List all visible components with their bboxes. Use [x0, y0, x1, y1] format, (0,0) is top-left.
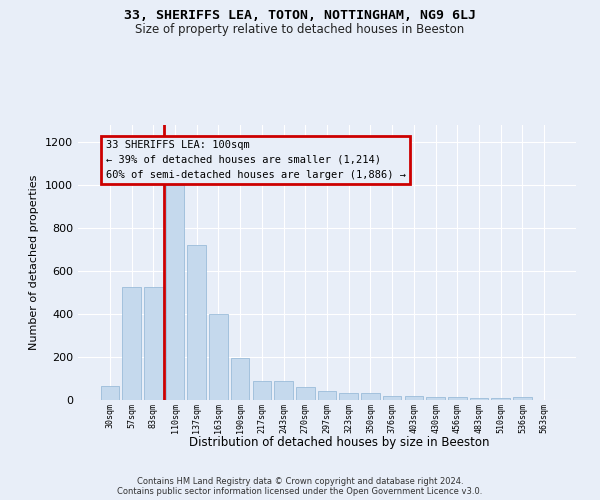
Bar	[448, 397, 467, 400]
Bar	[231, 358, 250, 400]
Bar	[296, 387, 314, 400]
Bar	[404, 396, 423, 400]
Bar	[513, 398, 532, 400]
Bar	[470, 398, 488, 400]
Bar	[122, 287, 141, 400]
Bar	[340, 393, 358, 400]
Text: Contains public sector information licensed under the Open Government Licence v3: Contains public sector information licen…	[118, 486, 482, 496]
Bar	[361, 393, 380, 400]
Bar	[187, 246, 206, 400]
Text: Size of property relative to detached houses in Beeston: Size of property relative to detached ho…	[136, 22, 464, 36]
Bar	[274, 380, 293, 400]
Text: 33 SHERIFFS LEA: 100sqm
← 39% of detached houses are smaller (1,214)
60% of semi: 33 SHERIFFS LEA: 100sqm ← 39% of detache…	[106, 140, 406, 179]
Bar	[144, 287, 163, 400]
Text: Distribution of detached houses by size in Beeston: Distribution of detached houses by size …	[189, 436, 489, 449]
Bar	[427, 397, 445, 400]
Text: Contains HM Land Registry data © Crown copyright and database right 2024.: Contains HM Land Registry data © Crown c…	[137, 476, 463, 486]
Bar	[253, 380, 271, 400]
Bar	[491, 398, 510, 400]
Bar	[318, 392, 336, 400]
Bar	[383, 396, 401, 400]
Bar	[166, 185, 184, 400]
Bar	[101, 386, 119, 400]
Text: 33, SHERIFFS LEA, TOTON, NOTTINGHAM, NG9 6LJ: 33, SHERIFFS LEA, TOTON, NOTTINGHAM, NG9…	[124, 9, 476, 22]
Y-axis label: Number of detached properties: Number of detached properties	[29, 175, 40, 350]
Bar	[209, 314, 227, 400]
